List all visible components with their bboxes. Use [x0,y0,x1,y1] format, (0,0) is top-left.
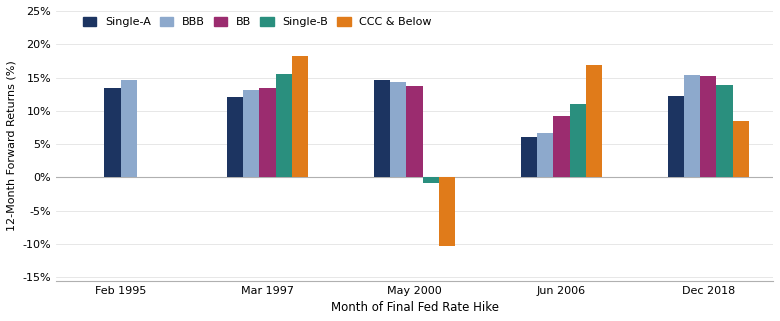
Bar [105,88,121,178]
Bar [292,56,308,178]
Bar [732,121,749,178]
Bar [553,116,569,178]
X-axis label: Month of Final Fed Rate Hike: Month of Final Fed Rate Hike [331,301,498,314]
Bar [423,178,439,183]
Bar [260,88,275,178]
Bar [668,96,684,178]
Legend: Single-A, BBB, BB, Single-B, CCC & Below: Single-A, BBB, BB, Single-B, CCC & Below [83,16,432,27]
Bar [406,86,423,178]
Bar [521,137,537,178]
Bar [121,80,136,178]
Bar [243,90,260,178]
Bar [586,65,602,178]
Bar [390,82,406,178]
Bar [227,97,243,178]
Bar [717,85,732,178]
Bar [537,133,553,178]
Y-axis label: 12-Month Forward Returns (%): 12-Month Forward Returns (%) [7,60,17,231]
Bar [275,74,292,178]
Bar [374,80,390,178]
Bar [684,75,700,178]
Bar [569,103,586,178]
Bar [439,178,455,246]
Bar [700,75,717,178]
